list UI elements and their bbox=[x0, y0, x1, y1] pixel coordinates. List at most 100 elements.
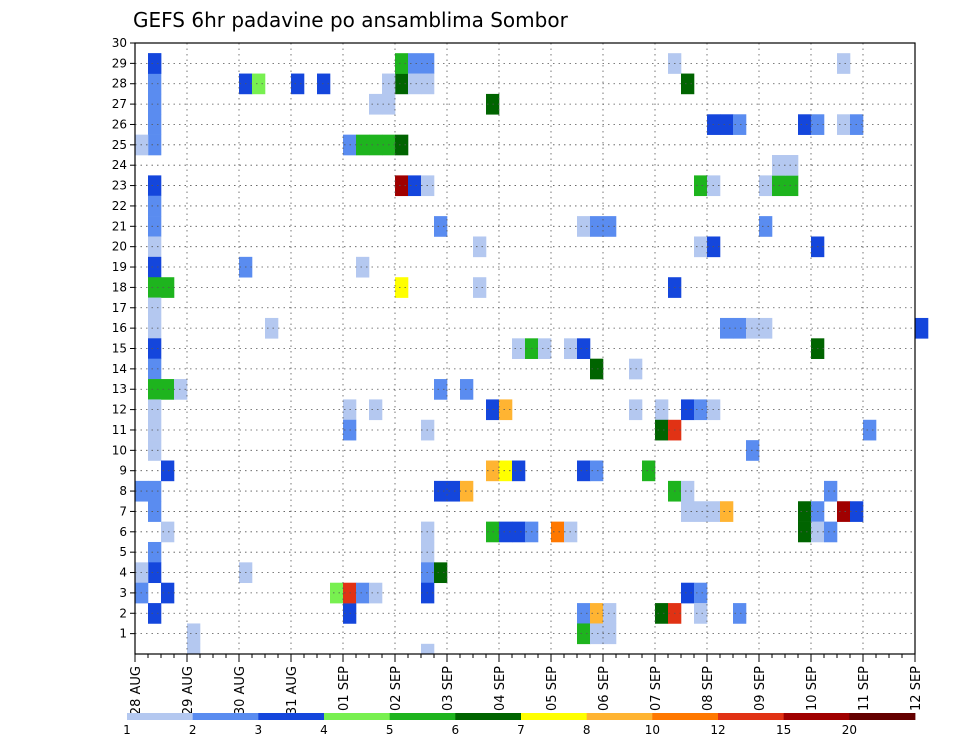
heatmap-cell-44 bbox=[265, 317, 279, 339]
heatmap-cell-13 bbox=[148, 256, 162, 278]
heatmap-cell-88 bbox=[460, 480, 474, 502]
y-tick-label-3: 3 bbox=[119, 586, 127, 600]
heatmap-cell-135 bbox=[720, 501, 734, 522]
x-tick-label-2: 30 AUG bbox=[233, 666, 248, 715]
y-tick-label-24: 24 bbox=[112, 158, 127, 172]
heatmap-cell-16 bbox=[148, 297, 162, 319]
heatmap-cell-157 bbox=[759, 216, 773, 237]
heatmap-cell-56 bbox=[408, 53, 422, 74]
heatmap-cell-140 bbox=[694, 603, 708, 624]
y-tick-label-14: 14 bbox=[112, 362, 127, 376]
heatmap-cell-42 bbox=[317, 73, 331, 95]
heatmap-cell-26 bbox=[161, 460, 175, 482]
y-tick-label-6: 6 bbox=[119, 525, 127, 539]
heatmap-cell-120 bbox=[590, 216, 604, 237]
chart-title: GEFS 6hr padavine po ansamblima Sombor bbox=[133, 8, 569, 32]
heatmap-cell-111 bbox=[577, 603, 591, 624]
heatmap-cell-154 bbox=[746, 317, 760, 339]
heatmap-cell-61 bbox=[408, 175, 422, 197]
heatmap-cell-90 bbox=[473, 277, 487, 298]
heatmap-cell-4 bbox=[148, 73, 162, 95]
colorbar-swatch-3 bbox=[324, 713, 391, 720]
colorbar-label-2: 3 bbox=[255, 723, 263, 737]
heatmap-cell-31 bbox=[148, 541, 162, 563]
heatmap-cell-103 bbox=[538, 338, 552, 359]
y-tick-label-16: 16 bbox=[112, 321, 127, 335]
y-tick-label-9: 9 bbox=[119, 464, 127, 478]
heatmap-cell-121 bbox=[603, 216, 617, 237]
heatmap-cell-123 bbox=[642, 460, 656, 482]
heatmap-cell-99 bbox=[512, 521, 526, 543]
heatmap-cell-32 bbox=[148, 562, 162, 584]
heatmap-cell-114 bbox=[577, 623, 591, 645]
colorbar-label-5: 6 bbox=[452, 723, 460, 737]
heatmap-cell-96 bbox=[512, 460, 526, 482]
y-tick-label-20: 20 bbox=[112, 240, 127, 254]
heatmap-cell-182 bbox=[863, 419, 877, 441]
heatmap-cell-147 bbox=[694, 236, 708, 258]
heatmap-cell-166 bbox=[798, 501, 812, 522]
heatmap-cell-138 bbox=[681, 582, 695, 604]
heatmap-cell-36 bbox=[148, 603, 162, 624]
heatmap-cell-116 bbox=[603, 623, 617, 645]
colorbar-label-3: 4 bbox=[320, 723, 328, 737]
heatmap-cell-14 bbox=[148, 277, 162, 298]
colorbar-label-4: 5 bbox=[386, 723, 394, 737]
x-tick-label-5: 02 SEP bbox=[389, 666, 404, 711]
heatmap-cell-78 bbox=[434, 379, 448, 400]
heatmap-cell-51 bbox=[395, 73, 409, 95]
heatmap-cell-48 bbox=[369, 134, 383, 156]
heatmap-cell-28 bbox=[148, 480, 162, 502]
heatmap-cell-152 bbox=[720, 317, 734, 339]
y-tick-label-22: 22 bbox=[112, 199, 127, 213]
heatmap-cell-153 bbox=[733, 317, 747, 339]
x-tick-label-13: 10 SEP bbox=[805, 666, 820, 711]
colorbar-label-1: 2 bbox=[189, 723, 197, 737]
y-tick-label-15: 15 bbox=[112, 342, 127, 356]
heatmap-cell-9 bbox=[148, 175, 162, 197]
y-tick-label-30: 30 bbox=[112, 36, 127, 50]
colorbar-swatch-8 bbox=[652, 713, 719, 720]
heatmap-cell-20 bbox=[148, 379, 162, 400]
y-tick-label-21: 21 bbox=[112, 219, 127, 233]
colorbar-swatch-7 bbox=[586, 713, 653, 720]
heatmap-cell-183 bbox=[915, 317, 929, 339]
colorbar-swatch-2 bbox=[258, 713, 325, 720]
colorbar-label-7: 8 bbox=[583, 723, 591, 737]
heatmap-cell-127 bbox=[681, 73, 695, 95]
x-tick-label-10: 07 SEP bbox=[649, 666, 664, 711]
heatmap-cell-7 bbox=[148, 134, 162, 156]
heatmap-cell-145 bbox=[694, 175, 708, 197]
y-tick-label-5: 5 bbox=[119, 545, 127, 559]
heatmap-cell-151 bbox=[733, 114, 747, 135]
y-tick-label-28: 28 bbox=[112, 77, 127, 91]
colorbar-swatch-9 bbox=[718, 713, 785, 720]
heatmap-cell-86 bbox=[434, 480, 448, 502]
heatmap-cell-30 bbox=[161, 521, 175, 543]
heatmap-cell-5 bbox=[148, 93, 162, 115]
heatmap-cell-76 bbox=[434, 216, 448, 237]
heatmap-cell-47 bbox=[356, 134, 370, 156]
heatmap-cell-6 bbox=[148, 114, 162, 135]
heatmap-cell-174 bbox=[837, 501, 851, 522]
heatmap-cell-15 bbox=[161, 277, 175, 298]
heatmap-cell-163 bbox=[759, 317, 773, 339]
heatmap-cell-136 bbox=[655, 603, 669, 624]
y-tick-label-10: 10 bbox=[112, 443, 127, 457]
grid-lines bbox=[135, 43, 915, 654]
y-tick-label-8: 8 bbox=[119, 484, 127, 498]
heatmap-cell-41 bbox=[291, 73, 305, 95]
heatmap-cell-128 bbox=[655, 419, 669, 441]
colorbar-swatch-6 bbox=[521, 713, 588, 720]
colorbar-label-6: 7 bbox=[517, 723, 525, 737]
y-tick-label-29: 29 bbox=[112, 56, 127, 70]
heatmap-cell-115 bbox=[590, 623, 604, 645]
heatmap-cell-167 bbox=[798, 521, 812, 543]
heatmap-cell-50 bbox=[395, 134, 409, 156]
heatmap-cell-18 bbox=[148, 338, 162, 359]
colorbar-label-10: 15 bbox=[776, 723, 791, 737]
heatmap-cell-77 bbox=[473, 236, 487, 258]
heatmap-cell-23 bbox=[148, 399, 162, 421]
heatmap-cell-40 bbox=[252, 73, 266, 95]
x-tick-label-7: 04 SEP bbox=[493, 666, 508, 711]
